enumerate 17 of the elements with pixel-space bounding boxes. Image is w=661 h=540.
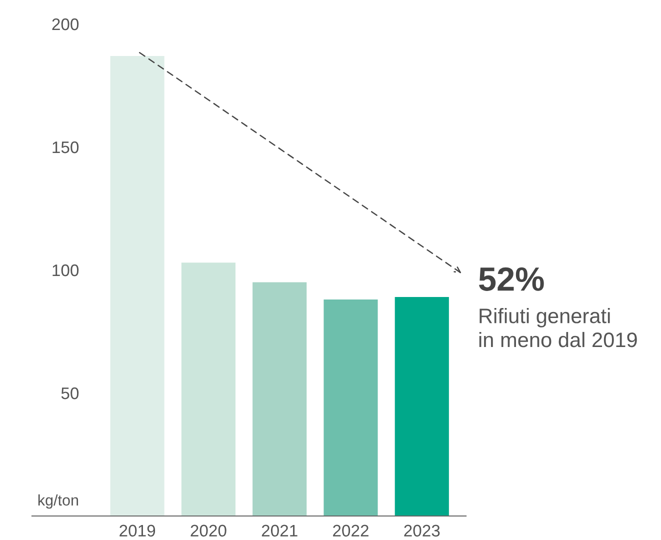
- text: 52%: [479, 267, 544, 291]
- x-tick-label: 2020: [190, 524, 226, 537]
- bar: [324, 300, 378, 516]
- bar: [394, 297, 449, 516]
- bar: [110, 56, 164, 516]
- x-tick-label: 2019: [120, 524, 156, 537]
- x-tick-label: 2021: [262, 524, 298, 537]
- y-axis-title: kg/ton: [38, 494, 78, 509]
- x-tick-label: 2022: [333, 524, 368, 537]
- y-tick-label: 100: [52, 264, 79, 276]
- x-tick-label: 2023: [404, 524, 440, 537]
- y-tick-label: 150: [52, 141, 79, 154]
- y-tick-label: 50: [61, 387, 79, 400]
- text: Rifiuti generati in meno dal 2019: [479, 308, 637, 348]
- bar: [181, 262, 236, 516]
- y-tick-label: 200: [52, 18, 79, 30]
- bar: [252, 282, 307, 516]
